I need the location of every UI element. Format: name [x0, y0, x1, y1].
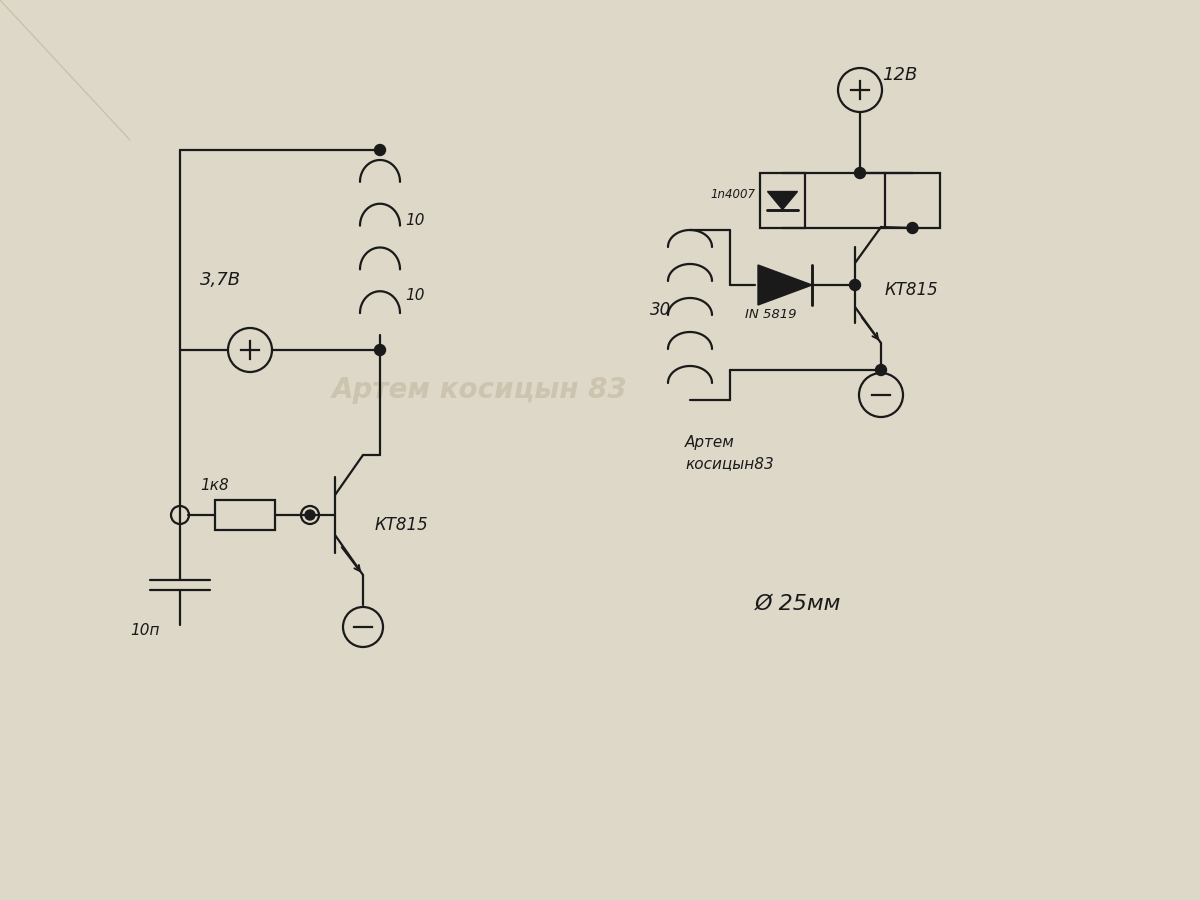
Text: 3,7В: 3,7В [200, 271, 241, 289]
Circle shape [305, 510, 314, 520]
Circle shape [374, 145, 385, 156]
Text: 1к8: 1к8 [200, 478, 229, 493]
Bar [760, 173, 805, 228]
Polygon shape [758, 265, 812, 305]
Text: 10: 10 [406, 288, 425, 303]
Bar [215, 500, 275, 530]
Text: IN 5819: IN 5819 [745, 308, 797, 321]
Text: 10: 10 [406, 213, 425, 228]
Text: КТ815: КТ815 [374, 516, 428, 534]
Circle shape [374, 345, 385, 356]
Text: Ø 25мм: Ø 25мм [755, 594, 841, 614]
Polygon shape [768, 192, 798, 210]
Text: Артем косицын 83: Артем косицын 83 [332, 376, 628, 404]
Circle shape [854, 167, 865, 178]
Text: 1n4007: 1n4007 [710, 188, 755, 201]
Text: 30: 30 [650, 301, 671, 319]
Circle shape [876, 364, 887, 375]
Text: КТ815: КТ815 [886, 281, 938, 299]
Text: Артем
косицын83: Артем косицын83 [685, 435, 774, 471]
Bar [886, 173, 940, 228]
Circle shape [907, 222, 918, 233]
Text: 10п: 10п [130, 623, 160, 638]
Circle shape [850, 280, 860, 291]
Text: 12В: 12В [882, 66, 917, 84]
